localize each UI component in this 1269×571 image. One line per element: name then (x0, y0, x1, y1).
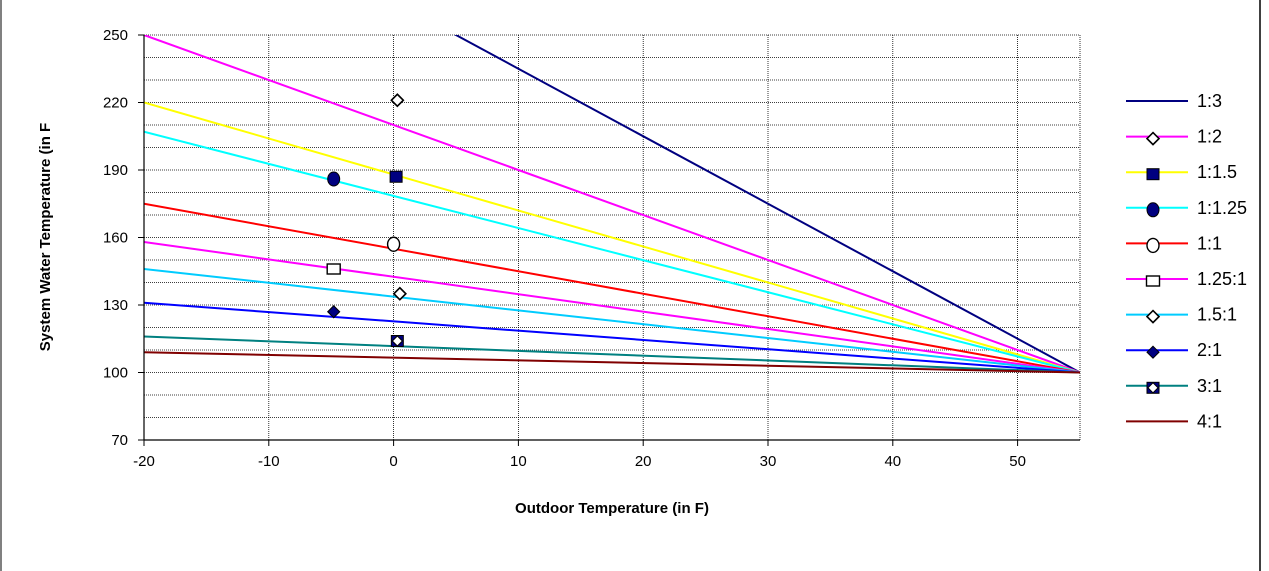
legend-label: 1:1 (1197, 233, 1222, 253)
series-line-4:1 (144, 351, 1080, 374)
x-tick-label: 0 (389, 453, 397, 470)
data-point-3:1 (390, 335, 404, 347)
legend-entry-1:1: 1:1 (1126, 233, 1222, 253)
legend-marker (1146, 237, 1160, 254)
series-line-1:1.25 (144, 130, 1080, 374)
y-axis-title: System Water Temperature (in F (37, 123, 54, 351)
series-line-1:1.5 (144, 101, 1080, 374)
axes: 70 100 130 160 190 220 250 -20 -10 0 10 20 30 40 50 (103, 27, 1080, 470)
legend-label: 1.5:1 (1197, 305, 1237, 325)
data-point-1.25:1 (326, 263, 341, 275)
y-tick-label: 220 (103, 95, 128, 112)
x-axis-title: Outdoor Temperature (in F) (515, 500, 709, 517)
series-line-1.25:1 (144, 241, 1080, 374)
legend-marker (1145, 309, 1161, 324)
x-tick-label: 50 (1009, 453, 1026, 470)
series-line-2:1 (144, 301, 1080, 374)
legend-label: 4:1 (1197, 411, 1222, 431)
y-tick-label: 160 (103, 230, 128, 247)
x-tick-label: -20 (133, 453, 155, 470)
series-line-3:1 (144, 335, 1080, 374)
legend-entry-1.25:1: 1.25:1 (1126, 269, 1247, 289)
legend-marker (1146, 345, 1160, 359)
x-tick-label: 30 (760, 453, 777, 470)
legend-entry-3:1: 3:1 (1126, 376, 1222, 396)
series-lines (144, 35, 1080, 374)
legend: 1:3 1:2 1:1.5 1:1.25 1:1 1.25:1 1.5:1 2:1 3:1 4:1 (1126, 91, 1247, 431)
series-markers (326, 93, 407, 347)
legend-entry-2:1: 2:1 (1126, 340, 1222, 360)
y-tick-label: 70 (111, 432, 128, 449)
legend-marker (1146, 168, 1160, 181)
x-tick-label: 20 (635, 453, 652, 470)
data-point-1:1.25 (327, 171, 341, 187)
legend-label: 1.25:1 (1197, 269, 1247, 289)
x-tick-label: 40 (884, 453, 901, 470)
data-point-1:2 (390, 93, 405, 108)
series-line-1:1 (144, 202, 1080, 374)
legend-entry-1:2: 1:2 (1126, 127, 1222, 147)
legend-marker (1146, 202, 1160, 218)
legend-entry-4:1: 4:1 (1126, 411, 1222, 431)
y-tick-label: 190 (103, 162, 128, 179)
legend-entry-1.5:1: 1.5:1 (1126, 305, 1237, 325)
legend-marker (1146, 381, 1160, 394)
legend-entry-1:1.5: 1:1.5 (1126, 162, 1237, 182)
series-line-1:3 (453, 35, 1080, 374)
series-line-1.5:1 (144, 268, 1080, 374)
grid (143, 34, 1081, 440)
x-tick-label: -10 (258, 453, 280, 470)
legend-label: 2:1 (1197, 340, 1222, 360)
legend-label: 1:2 (1197, 127, 1222, 147)
legend-entry-1:1.25: 1:1.25 (1126, 198, 1247, 218)
data-point-2:1 (326, 305, 341, 319)
legend-marker (1145, 275, 1161, 287)
legend-marker (1145, 131, 1161, 146)
x-tick-label: 10 (510, 453, 527, 470)
data-point-1:1 (386, 236, 401, 252)
legend-label: 1:1.25 (1197, 198, 1247, 218)
legend-entry-1:3: 1:3 (1126, 91, 1222, 111)
y-tick-label: 100 (103, 365, 128, 382)
series-line-1:2 (144, 35, 1080, 374)
y-tick-label: 130 (103, 297, 128, 314)
legend-label: 1:3 (1197, 91, 1222, 111)
legend-label: 3:1 (1197, 376, 1222, 396)
data-point-1:1.5 (389, 170, 403, 183)
y-tick-label: 250 (103, 27, 128, 44)
data-point-1.5:1 (392, 286, 407, 301)
legend-label: 1:1.5 (1197, 162, 1237, 182)
